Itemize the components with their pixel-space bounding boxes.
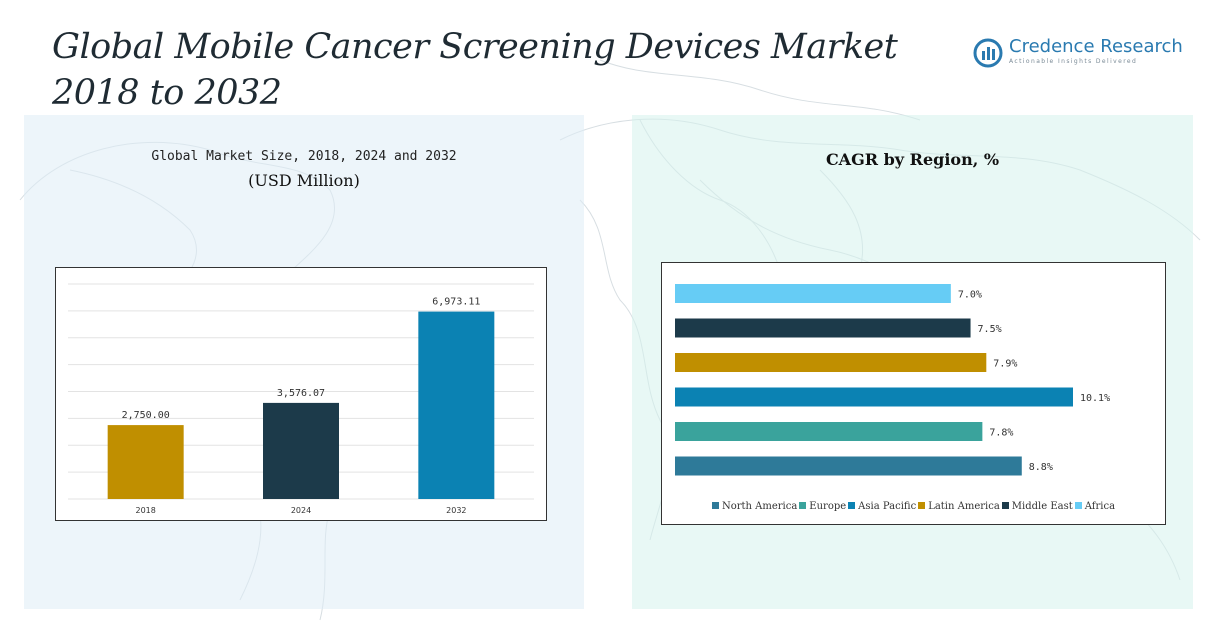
credence-research-logo: Credence Research Actionable Insights De… [973, 36, 1183, 70]
logo-name: Credence Research [1009, 36, 1183, 57]
logo-tagline: Actionable Insights Delivered [1009, 58, 1138, 65]
hbar-europe [675, 422, 983, 441]
x-tick-label: 2024 [291, 506, 311, 515]
hbar-value-label: 7.5% [978, 324, 1002, 335]
legend-swatch [1074, 502, 1082, 509]
legend-label: Asia Pacific [858, 501, 917, 512]
hbar-value-label: 7.9% [993, 359, 1017, 370]
legend-swatch [711, 502, 719, 509]
hbar-value-label: 8.8% [1029, 462, 1053, 473]
market-size-subtitle: Global Market Size, 2018, 2024 and 2032 [151, 149, 457, 164]
hbar-value-label: 10.1% [1080, 393, 1110, 404]
bar-value-label: 2,750.00 [122, 410, 170, 421]
x-tick-label: 2032 [446, 506, 466, 515]
legend-swatch [799, 502, 807, 509]
cagr-chart: 8.8% 7.8% 10.1% 7.9% 7.5% 7.0% North America E… [661, 262, 1166, 525]
hbar-value-label: 7.0% [958, 290, 982, 301]
market-size-chart-svg: 2,750.00 2018 3,576.07 2024 6,973.11 2032 [68, 283, 534, 515]
bar-2024 [263, 402, 339, 499]
legend-item: Middle East [1001, 501, 1073, 512]
cagr-title: CAGR by Region, % [825, 150, 1000, 169]
legend-label: Africa [1084, 501, 1116, 512]
bar-2018 [107, 425, 184, 499]
legend-label: North America [721, 501, 798, 512]
title-line-1: Global Mobile Cancer Screening Devices M… [52, 27, 898, 67]
legend-item: Africa [1074, 501, 1116, 512]
logo-icon [973, 38, 1003, 68]
legend-swatch [1001, 502, 1009, 509]
market-size-unit: (USD Million) [248, 171, 360, 190]
bar-2032 [418, 311, 495, 499]
bar-value-label: 6,973.11 [432, 297, 480, 308]
bar-value-label: 3,576.07 [277, 388, 325, 399]
legend-label: Latin America [928, 501, 1000, 512]
legend-item: North America [711, 501, 798, 512]
legend-label: Europe [809, 501, 847, 512]
legend-item: Latin America [918, 501, 1000, 512]
cagr-legend: North America Europe Asia Pacific Latin Ame… [662, 501, 1165, 512]
legend-item: Europe [799, 501, 846, 512]
legend-swatch [918, 502, 926, 509]
hbar-latin-america [675, 353, 987, 372]
hbar-africa [675, 284, 951, 303]
hbar-middle-east [675, 318, 971, 338]
hbar-asia-pacific [675, 387, 1073, 407]
title-line-2: 2018 to 2032 [52, 73, 282, 113]
legend-item: Asia Pacific [848, 501, 916, 512]
market-size-chart: 2,750.00 2018 3,576.07 2024 6,973.11 2032 [55, 267, 547, 521]
cagr-chart-svg: 8.8% 7.8% 10.1% 7.9% 7.5% 7.0% [675, 284, 1110, 476]
legend-swatch [848, 502, 856, 509]
page-title: Global Mobile Cancer Screening Devices M… [52, 24, 952, 116]
hbar-value-label: 7.8% [989, 428, 1013, 439]
x-tick-label: 2018 [135, 506, 155, 515]
legend-label: Middle East [1011, 501, 1073, 512]
hbar-north-america [675, 456, 1022, 476]
